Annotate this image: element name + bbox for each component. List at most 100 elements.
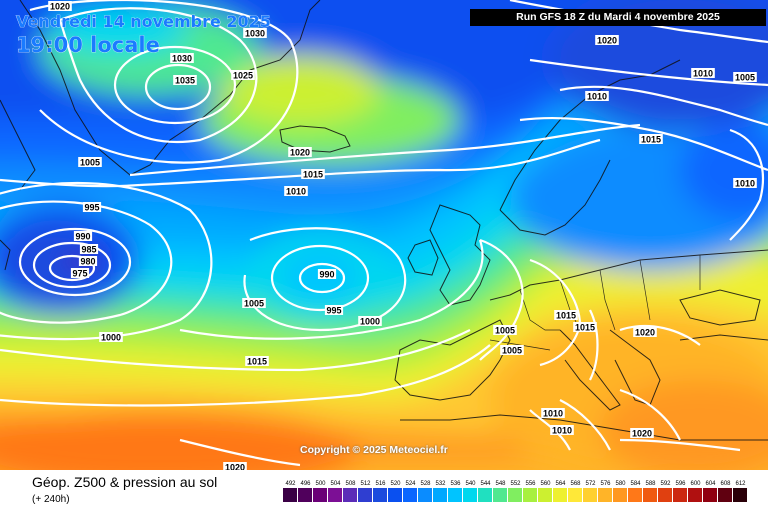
isobar-label-bg — [48, 1, 72, 11]
color-scale-legend: 492 496 500 504 508 512 516 520 524 528 532 536 540 5… — [283, 481, 747, 502]
legend-color-swatch — [313, 488, 327, 502]
isobar-label: 1010 — [735, 179, 755, 189]
isobar-label-bg — [284, 186, 308, 196]
legend-color-swatch — [628, 488, 642, 502]
isobar-label-bg — [301, 169, 325, 179]
isobar-label: 1020 — [290, 148, 310, 158]
isobar-label: 1000 — [360, 317, 380, 327]
legend-value-label: 604 — [705, 481, 716, 487]
isobar-label-bg — [554, 310, 578, 320]
isobar-label-bg — [633, 327, 657, 337]
legend-color-swatch — [568, 488, 582, 502]
legend-value-label: 536 — [450, 481, 461, 487]
legend-value-label: 580 — [615, 481, 626, 487]
isobar-label: 990 — [319, 270, 334, 280]
legend-color-swatch — [388, 488, 402, 502]
isobar-label-bg — [630, 428, 654, 438]
legend-color-swatch — [418, 488, 432, 502]
isobar-label-bg — [573, 322, 597, 332]
legend-color-swatch — [523, 488, 537, 502]
isobar-label-bg — [99, 332, 123, 342]
legend-value-label: 560 — [540, 481, 551, 487]
isobar-label: 985 — [81, 245, 96, 255]
isobar-label-bg — [78, 256, 98, 266]
map-parameter-title: Géop. Z500 & pression au sol — [32, 474, 218, 490]
legend-color-swatch — [463, 488, 477, 502]
isobar-label: 1020 — [225, 463, 245, 471]
isobar-label-bg — [78, 157, 102, 167]
isobar-label: 1020 — [632, 429, 652, 439]
legend-color-swatch — [328, 488, 342, 502]
legend-value-label: 544 — [480, 481, 491, 487]
legend-value-label: 516 — [375, 481, 386, 487]
legend-value-label: 552 — [510, 481, 521, 487]
legend-color-swatch — [733, 488, 747, 502]
isobar-label-bg — [242, 298, 266, 308]
isobar-label-bg — [170, 53, 194, 63]
legend-color-swatch — [493, 488, 507, 502]
isobar-label: 1030 — [172, 54, 192, 64]
legend-value-label: 548 — [495, 481, 506, 487]
legend-color-swatch — [598, 488, 612, 502]
isobar-label-bg — [70, 268, 90, 278]
isobar-label-bg — [358, 316, 382, 326]
isobar-label: 1015 — [303, 170, 323, 180]
legend-value-label: 520 — [390, 481, 401, 487]
legend-value-label: 564 — [555, 481, 566, 487]
isobar-label: 1035 — [175, 76, 195, 86]
isobar-label: 1010 — [286, 187, 306, 197]
isobar-label: 1020 — [597, 36, 617, 46]
isobar-label-bg — [541, 408, 565, 418]
isobar-label: 1020 — [50, 2, 70, 12]
legend-value-label: 500 — [315, 481, 326, 487]
isobar-label: 1005 — [735, 73, 755, 83]
legend-color-swatch — [658, 488, 672, 502]
legend-value-label: 508 — [345, 481, 356, 487]
isobar-label-bg — [173, 75, 197, 85]
legend-value-label: 504 — [330, 481, 341, 487]
model-run-info: Run GFS 18 Z du Mardi 4 novembre 2025 — [470, 9, 766, 26]
isobar-label: 1015 — [247, 357, 267, 367]
legend-color-swatch — [298, 488, 312, 502]
legend-value-label: 496 — [300, 481, 311, 487]
isobar-label: 1005 — [244, 299, 264, 309]
isobar-label-bg — [243, 28, 267, 38]
isobar-labels: 1020 1030 1030 1035 1025 1020 1010 1010 1005 1015… — [48, 1, 757, 470]
legend-value-label: 584 — [630, 481, 641, 487]
isobar-label-bg — [73, 231, 93, 241]
legend-value-label: 532 — [435, 481, 446, 487]
legend-color-swatch — [478, 488, 492, 502]
isobar-label: 995 — [84, 203, 99, 213]
isobar-label-bg — [500, 345, 524, 355]
legend-value-label: 492 — [285, 481, 296, 487]
isobar-label-bg — [595, 35, 619, 45]
isobar-label: 1005 — [502, 346, 522, 356]
legend-value-label: 592 — [660, 481, 671, 487]
legend-value-label: 528 — [420, 481, 431, 487]
legend-color-swatch — [688, 488, 702, 502]
legend-value-label: 572 — [585, 481, 596, 487]
legend-value-label: 588 — [645, 481, 656, 487]
isobar-label-bg — [324, 305, 344, 315]
isobar-label-bg — [79, 244, 99, 254]
isobar-label: 1010 — [543, 409, 563, 419]
isobar-label: 1030 — [245, 29, 265, 39]
legend-value-label: 568 — [570, 481, 581, 487]
isobar-label-bg — [585, 91, 609, 101]
legend-color-swatch — [508, 488, 522, 502]
isobar-label: 1010 — [587, 92, 607, 102]
isobar-label-bg — [733, 72, 757, 82]
legend-color-swatch — [643, 488, 657, 502]
isobar-label-bg — [733, 178, 757, 188]
isobar-label: 1025 — [233, 71, 253, 81]
isobar-label: 995 — [326, 306, 341, 316]
forecast-date: Vendredi 14 novembre 2025 — [16, 12, 272, 32]
isobar-label: 1015 — [556, 311, 576, 321]
copyright-notice: Copyright © 2025 Meteociel.fr — [300, 444, 448, 456]
legend-value-label: 596 — [675, 481, 686, 487]
isobar-label: 1000 — [101, 333, 121, 343]
isobar-label-bg — [231, 70, 255, 80]
isobar-label-bg — [639, 134, 663, 144]
forecast-range: (+ 240h) — [32, 494, 70, 505]
